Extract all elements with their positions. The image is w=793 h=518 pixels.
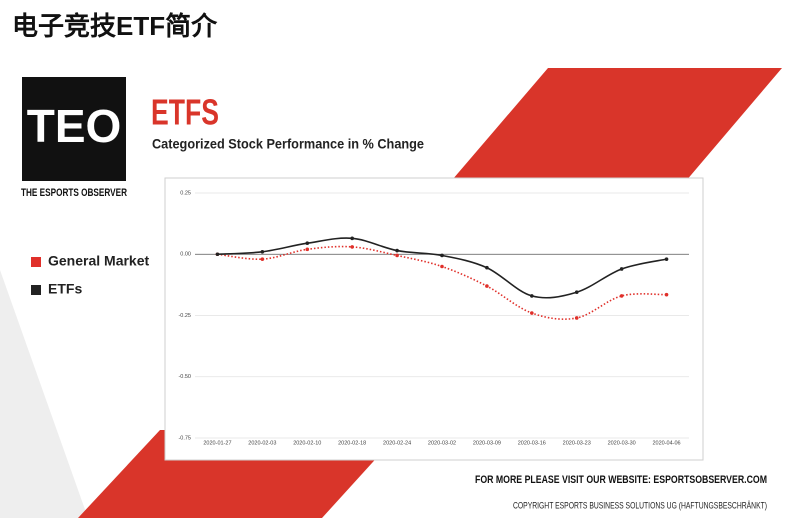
legend-swatch [31,285,41,295]
data-point [574,290,579,295]
x-tick-label: 2020-03-16 [518,440,546,446]
y-tick-label: -0.75 [178,435,191,441]
x-tick-label: 2020-03-23 [563,440,591,446]
data-point [530,294,534,298]
data-point [440,253,444,258]
x-tick-label: 2020-02-03 [248,440,276,446]
page-title: 电子竞技ETF简介 [12,11,218,41]
data-point [260,250,265,254]
logo-mark: TEO [27,100,122,152]
footer-website: FOR MORE PLEASE VISIT OUR WEBSITE: ESPOR… [475,474,767,486]
y-tick-label: -0.50 [178,374,191,380]
chart-subtitle: Categorized Stock Performance in % Chang… [152,136,424,152]
x-tick-label: 2020-02-18 [338,440,366,446]
bg-shape [0,270,88,518]
data-point [619,294,624,298]
x-tick-label: 2020-03-09 [473,440,501,446]
y-tick-label: -0.25 [178,313,191,319]
x-tick-label: 2020-04-06 [652,440,680,446]
footer-copyright: COPYRIGHT ESPORTS BUSINESS SOLUTIONS UG … [513,500,767,510]
x-tick-label: 2020-03-02 [428,440,456,446]
legend-label: General Market [48,253,149,269]
data-point [664,257,669,261]
data-point [619,267,624,271]
data-point [350,245,354,249]
data-point [664,292,669,297]
logo-box [22,77,126,181]
data-point [305,241,310,246]
data-point [574,316,579,320]
data-point [440,264,444,269]
data-point [215,252,220,257]
y-tick-label: 0.25 [180,190,191,196]
legend-swatch [31,257,41,267]
data-point [530,311,534,315]
x-tick-label: 2020-02-24 [383,440,411,446]
x-tick-label: 2020-02-10 [293,440,321,446]
data-point [305,247,310,252]
x-tick-label: 2020-01-27 [203,440,231,446]
y-tick-label: 0.00 [180,252,191,258]
data-point [485,284,489,288]
data-point [395,248,399,253]
data-point [260,257,265,261]
data-point [395,253,399,258]
legend-label: ETFs [48,281,82,297]
chart-box [164,177,704,461]
data-point [350,236,354,241]
logo-name: THE ESPORTS OBSERVER [21,187,127,199]
data-point [485,265,489,270]
x-tick-label: 2020-03-30 [608,440,636,446]
chart-title: ETFS [151,92,219,133]
